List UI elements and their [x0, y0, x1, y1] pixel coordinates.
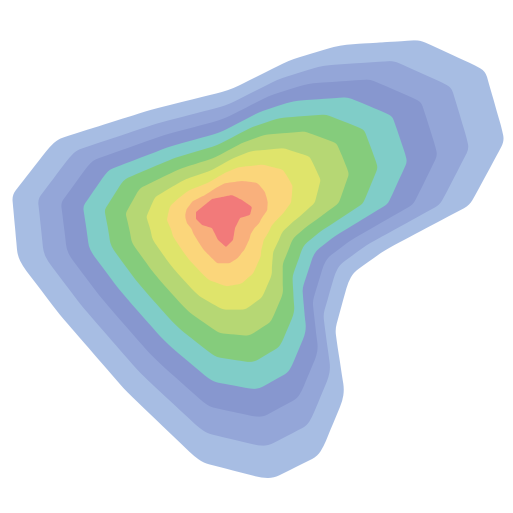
contour-layers [12, 40, 504, 479]
contour-level-10 [196, 195, 252, 247]
